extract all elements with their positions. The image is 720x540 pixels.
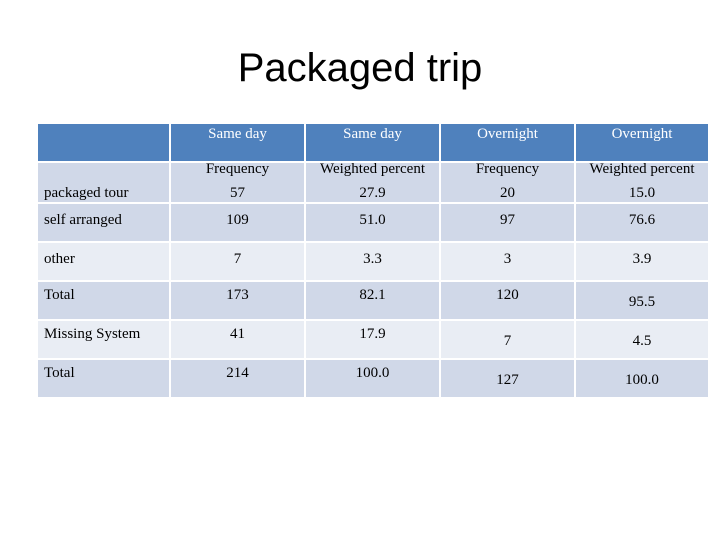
data-cell: 120 [439,280,576,321]
data-cell: 7 [439,319,576,360]
header-label: Overnight [477,126,538,142]
header-label: Same day [343,126,402,142]
header-label: Same day [208,126,267,142]
cell-value: 95.5 [628,294,656,310]
row-label: self arranged [44,212,122,228]
data-cell: 214 [169,358,306,399]
data-table: Same day Same day Overnight Overnight pa… [36,122,710,399]
data-cell: 127 [439,358,576,399]
data-cell: 109 [169,202,306,243]
row-label-cell: Missing System [36,319,171,360]
data-cell: 82.1 [304,280,441,321]
header-cell: Overnight [574,122,710,163]
header-cell: Same day [169,122,306,163]
subheader-label: Frequency [475,161,540,177]
cell-value: 15.0 [628,185,656,201]
data-cell: Frequency 20 [439,161,576,204]
row-label: packaged tour [44,185,129,201]
cell-value: 57 [230,185,245,201]
cell-value: 3 [503,251,512,267]
cell-value: 76.6 [628,212,656,228]
data-cell: 51.0 [304,202,441,243]
row-label-cell: other [36,241,171,282]
row-label-cell: Total [36,358,171,399]
cell-value: 82.1 [359,287,386,303]
data-cell: 76.6 [574,202,710,243]
header-corner-cell [36,122,171,163]
data-cell: 95.5 [574,280,710,321]
row-label: Total [44,365,75,381]
cell-value: 127 [496,372,519,388]
header-label: Overnight [611,126,673,142]
data-cell: 4.5 [574,319,710,360]
subheader-label: Weighted percent [589,161,695,177]
data-cell: 3 [439,241,576,282]
data-cell: 173 [169,280,306,321]
cell-value: 97 [500,212,515,228]
data-cell: 100.0 [574,358,710,399]
cell-value: 109 [226,212,249,228]
data-cell: 3.9 [574,241,710,282]
cell-value: 41 [230,326,245,342]
row-label: Missing System [44,326,141,342]
data-cell: 41 [169,319,306,360]
header-cell: Overnight [439,122,576,163]
cell-value: 100.0 [355,365,390,381]
table-row: Total 214 100.0 127 100.0 [36,358,710,399]
slide-title: Packaged trip [237,46,483,90]
data-cell: 17.9 [304,319,441,360]
header-row: Same day Same day Overnight Overnight [36,122,710,163]
data-cell: Weighted percent 27.9 [304,161,441,204]
cell-value: 3.3 [363,251,382,267]
cell-value: 27.9 [359,185,386,201]
row-label-cell: Total [36,280,171,321]
cell-value: 120 [496,287,519,303]
cell-value: 7 [503,333,512,349]
cell-value: 17.9 [359,326,386,342]
row-label: other [44,251,75,267]
data-cell: Frequency 57 [169,161,306,204]
row-label-cell: packaged tour [36,161,171,204]
table-row: Total 173 82.1 120 95.5 [36,280,710,321]
cell-value: 4.5 [632,333,652,349]
header-cell: Same day [304,122,441,163]
cell-value: 173 [226,287,249,303]
row-label-cell: self arranged [36,202,171,243]
data-cell: 100.0 [304,358,441,399]
data-cell: Weighted percent 15.0 [574,161,710,204]
table-row: packaged tour Frequency 57 Weighted perc… [36,161,710,204]
data-cell: 97 [439,202,576,243]
cell-value: 3.9 [632,251,652,267]
cell-value: 100.0 [625,372,659,388]
cell-value: 7 [233,251,242,267]
table-row: self arranged 109 51.0 97 76.6 [36,202,710,243]
table-row: Missing System 41 17.9 7 4.5 [36,319,710,360]
subheader-label: Weighted percent [320,161,425,177]
row-label: Total [44,287,75,303]
cell-value: 20 [500,185,515,201]
data-cell: 7 [169,241,306,282]
cell-value: 214 [226,365,249,381]
table-row: other 7 3.3 3 3.9 [36,241,710,282]
subheader-label: Frequency [205,161,270,177]
data-cell: 3.3 [304,241,441,282]
cell-value: 51.0 [359,212,386,228]
